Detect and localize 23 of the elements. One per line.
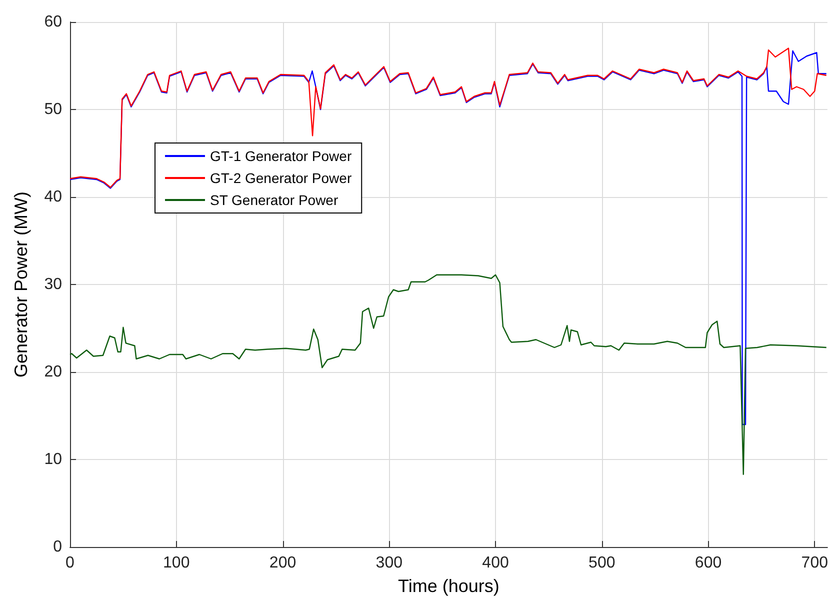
- y-tick-label: 20: [44, 364, 62, 380]
- y-tick-label: 60: [44, 14, 62, 30]
- y-axis-title: Generator Power (MW): [11, 191, 31, 378]
- x-tick-label: 100: [163, 554, 190, 572]
- legend-label: GT-1 Generator Power: [210, 148, 352, 164]
- legend-label: ST Generator Power: [210, 192, 338, 208]
- legend-label: GT-2 Generator Power: [210, 170, 352, 186]
- x-tick-label: 600: [694, 554, 722, 572]
- line-series: [69, 274, 827, 475]
- x-tick-label: 200: [269, 554, 296, 572]
- x-axis-title: Time (hours): [398, 576, 500, 596]
- y-tick-label: 10: [44, 451, 62, 468]
- x-tick-label: 400: [482, 554, 509, 572]
- x-tick-label: 0: [66, 554, 75, 572]
- line-series: [69, 48, 827, 188]
- x-tick-label: 500: [588, 554, 616, 572]
- x-tick-label: 700: [801, 554, 828, 572]
- y-tick-label: 50: [44, 101, 62, 118]
- y-tick-label: 40: [44, 188, 62, 206]
- x-tick-label: 300: [376, 554, 403, 572]
- y-tick-label: 30: [44, 276, 62, 293]
- y-tick-label: 0: [53, 538, 62, 556]
- line-series: [69, 50, 827, 426]
